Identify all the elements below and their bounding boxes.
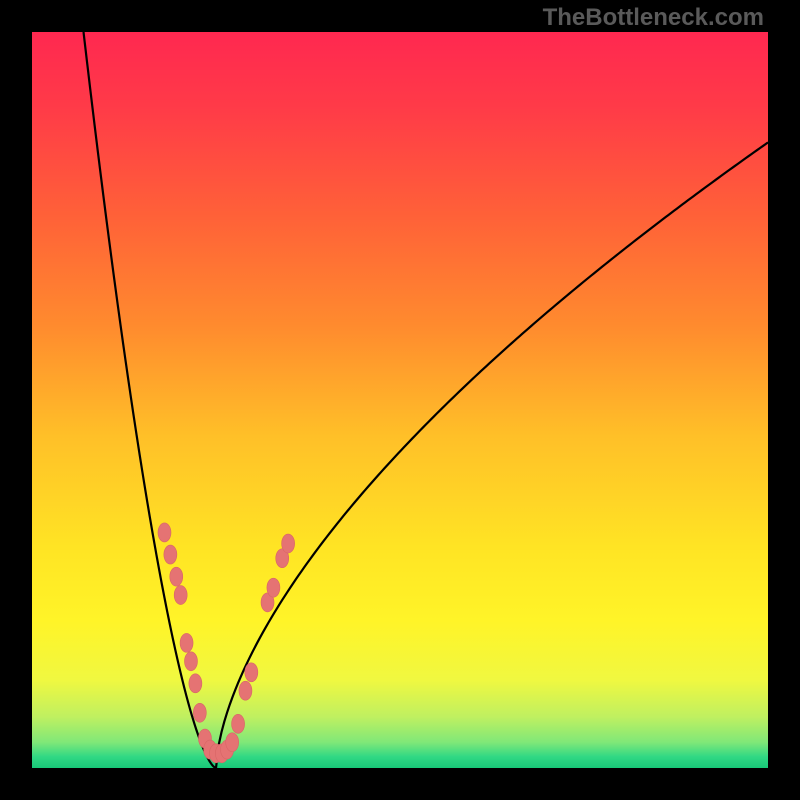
data-marker (189, 674, 202, 693)
chart-stage: TheBottleneck.com (0, 0, 800, 800)
data-marker (193, 703, 206, 722)
data-marker (164, 545, 177, 564)
gradient-background (32, 32, 768, 768)
data-marker (282, 534, 295, 553)
data-marker (267, 578, 280, 597)
watermark-text: TheBottleneck.com (543, 4, 764, 32)
plot-svg (32, 32, 768, 768)
data-marker (170, 567, 183, 586)
data-marker (245, 663, 258, 682)
data-marker (174, 586, 187, 605)
plot-area (32, 32, 768, 768)
data-marker (180, 633, 193, 652)
data-marker (232, 714, 245, 733)
data-marker (158, 523, 171, 542)
data-marker (226, 733, 239, 752)
data-marker (239, 681, 252, 700)
data-marker (184, 652, 197, 671)
